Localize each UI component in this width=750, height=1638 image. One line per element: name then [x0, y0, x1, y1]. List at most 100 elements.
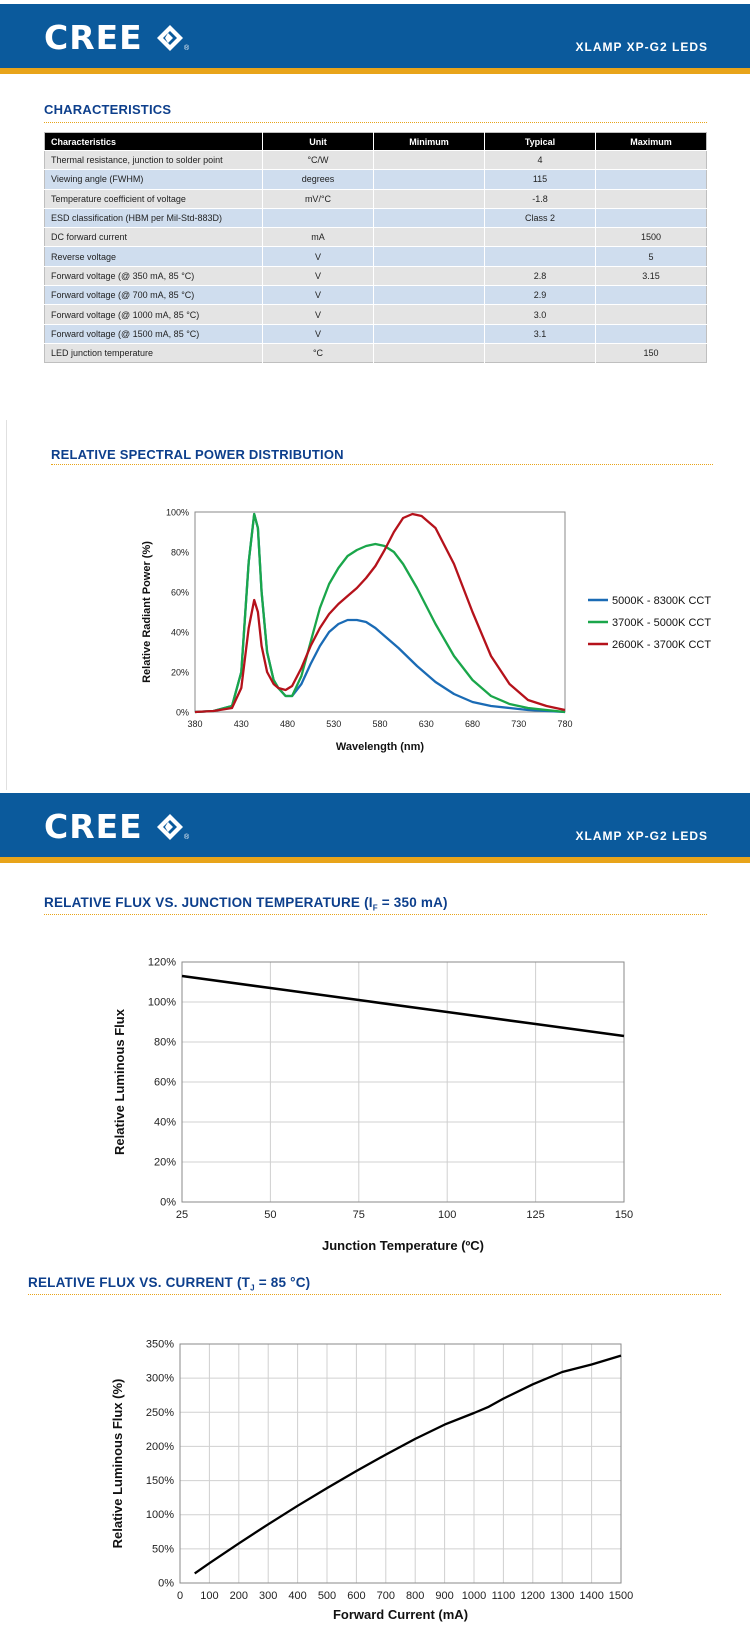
x-tick-label: 125	[526, 1209, 544, 1221]
plot-border	[194, 511, 566, 713]
series-line-0	[194, 1354, 622, 1575]
table-cell: Class 2	[484, 207, 596, 228]
y-axis-label: Relative Luminous Flux	[112, 1008, 127, 1155]
table-cell	[373, 246, 485, 267]
table-cell	[595, 323, 707, 344]
table-cell	[373, 149, 485, 170]
x-tick-label: 300	[259, 1590, 277, 1602]
table-cell: degrees	[262, 169, 374, 190]
column-header: Unit	[262, 132, 374, 151]
table-cell: V	[262, 265, 374, 286]
product-name: XLAMP XP-G2 LEDS	[575, 829, 708, 843]
y-tick-label: 40%	[154, 1117, 176, 1129]
legend-label: 2600K - 3700K CCT	[612, 639, 711, 651]
table-cell: 5	[595, 246, 707, 267]
x-tick-label: 200	[230, 1590, 248, 1602]
y-tick-label: 0%	[176, 708, 189, 718]
y-tick-label: 350%	[146, 1339, 174, 1351]
flux-current-title: RELATIVE FLUX VS. CURRENT (TJ = 85 °C)	[28, 1275, 311, 1293]
y-tick-label: 50%	[152, 1543, 174, 1555]
x-tick-label: 780	[557, 719, 572, 729]
x-tick-label: 50	[264, 1209, 276, 1221]
table-cell: Viewing angle (FWHM)	[44, 169, 263, 190]
flux-current-chart-svg: 0 100 200 300 400 500 600 700 800 900 1000 1100 1200…	[110, 1339, 633, 1623]
y-tick-label: 250%	[146, 1407, 174, 1419]
table-cell: 2.9	[484, 285, 596, 305]
x-tick-label: 600	[347, 1590, 365, 1602]
table-cell: Thermal resistance, junction to solder p…	[44, 149, 263, 170]
table-header-row: Characteristics Unit Minimum Typical Max…	[44, 132, 707, 151]
table-cell: V	[262, 246, 374, 267]
x-tick-label: 630	[419, 719, 434, 729]
x-axis-label: Wavelength (nm)	[336, 741, 425, 753]
table-cell	[373, 323, 485, 344]
table-row: LED junction temperature °C 150	[44, 342, 707, 363]
x-axis-label: Forward Current (mA)	[333, 1607, 468, 1622]
x-tick-label: 100	[200, 1590, 218, 1602]
table-cell: °C/W	[262, 149, 374, 170]
y-tick-label: 60%	[171, 588, 189, 598]
y-tick-label: 150%	[146, 1475, 174, 1487]
table-cell	[595, 188, 707, 209]
table-cell	[595, 285, 707, 305]
table-row: Temperature coefficient of voltage mV/°C -…	[44, 188, 707, 209]
x-tick-label: 730	[511, 719, 526, 729]
table-cell: -1.8	[484, 188, 596, 209]
table-cell: mV/°C	[262, 188, 374, 209]
table-cell: mA	[262, 227, 374, 247]
table-cell: Reverse voltage	[44, 246, 263, 267]
characteristics-table: Characteristics Unit Minimum Typical Max…	[44, 132, 707, 364]
table-cell: °C	[262, 342, 374, 363]
table-cell: Forward voltage (@ 350 mA, 85 °C)	[44, 265, 263, 286]
table-cell	[373, 304, 485, 325]
y-tick-label: 80%	[171, 548, 189, 558]
table-cell	[373, 285, 485, 305]
table-cell: V	[262, 285, 374, 305]
spectral-chart: 380 430 480 530 580 630 680 730 780 0% 20% 40% 60% 80…	[0, 490, 750, 780]
y-tick-label: 100%	[146, 1509, 174, 1521]
x-tick-label: 380	[187, 719, 202, 729]
series-line-0	[181, 974, 625, 1038]
x-tick-label: 1500	[609, 1590, 633, 1602]
plot-area	[180, 1344, 621, 1583]
y-axis-label: Relative Luminous Flux (%)	[110, 1379, 125, 1549]
diamond-logo-icon	[157, 25, 183, 51]
title-divider	[44, 914, 707, 915]
table-cell: 3.15	[595, 265, 707, 286]
y-tick-label: 40%	[171, 628, 189, 638]
x-tick-label: 800	[406, 1590, 424, 1602]
legend-label: 5000K - 8300K CCT	[612, 595, 711, 607]
flux-current-chart: 0 100 200 300 400 500 600 700 800 900 1000 1100 1200…	[0, 1330, 750, 1633]
x-tick-label: 400	[288, 1590, 306, 1602]
x-tick-label: 75	[353, 1209, 365, 1221]
table-cell	[484, 227, 596, 247]
y-tick-label: 80%	[154, 1037, 176, 1049]
column-header: Characteristics	[44, 132, 263, 151]
table-cell: Temperature coefficient of voltage	[44, 188, 263, 209]
y-axis-label: Relative Radiant Power (%)	[141, 541, 153, 683]
x-tick-label: 430	[234, 719, 249, 729]
spectral-title: RELATIVE SPECTRAL POWER DISTRIBUTION	[51, 447, 344, 462]
x-tick-label: 500	[318, 1590, 336, 1602]
table-row: Forward voltage (@ 1000 mA, 85 °C) V 3.0	[44, 304, 707, 325]
x-tick-label: 900	[435, 1590, 453, 1602]
x-tick-label: 530	[326, 719, 341, 729]
y-tick-label: 300%	[146, 1373, 174, 1385]
table-cell: Forward voltage (@ 1500 mA, 85 °C)	[44, 323, 263, 344]
characteristics-title: CHARACTERISTICS	[44, 102, 172, 117]
table-cell: 3.1	[484, 323, 596, 344]
table-cell: 1500	[595, 227, 707, 247]
x-tick-label: 1300	[550, 1590, 574, 1602]
column-header: Typical	[484, 132, 596, 151]
y-tick-label: 100%	[166, 508, 189, 518]
logo-wordmark: CREE	[44, 18, 143, 58]
y-tick-label: 0%	[158, 1578, 174, 1590]
x-tick-label: 25	[176, 1209, 188, 1221]
x-tick-label: 1400	[579, 1590, 603, 1602]
column-header: Maximum	[595, 132, 707, 151]
x-tick-label: 580	[372, 719, 387, 729]
x-tick-label: 480	[280, 719, 295, 729]
table-row: Forward voltage (@ 350 mA, 85 °C) V 2.8 3.1…	[44, 265, 707, 286]
table-row: Thermal resistance, junction to solder p…	[44, 149, 707, 170]
table-row: DC forward current mA 1500	[44, 227, 707, 247]
